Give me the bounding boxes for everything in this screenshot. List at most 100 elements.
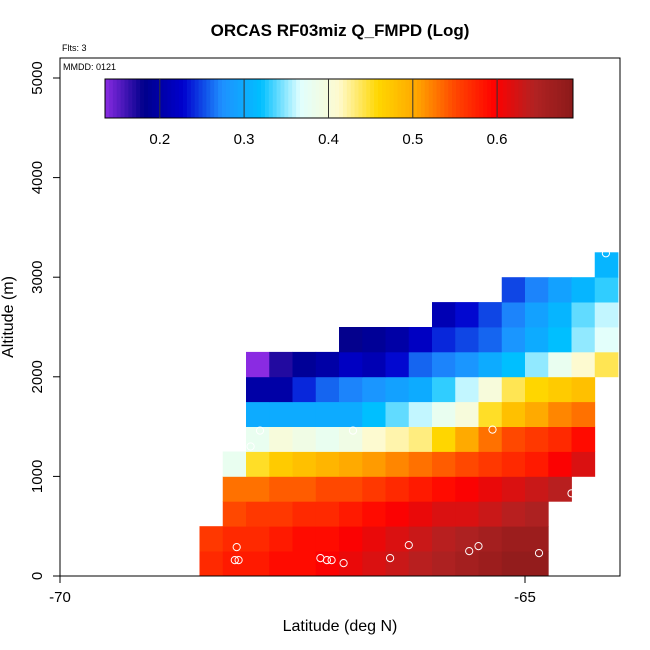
heatmap-cell bbox=[455, 551, 479, 577]
heatmap-cell bbox=[432, 376, 456, 403]
heatmap-cell bbox=[292, 501, 317, 527]
track-point bbox=[230, 556, 239, 565]
heatmap-cell bbox=[548, 302, 572, 328]
heatmap-cell bbox=[222, 451, 247, 477]
heatmap-cell bbox=[548, 376, 572, 403]
heatmap-cell bbox=[432, 327, 456, 353]
colorbar-segment bbox=[366, 79, 371, 118]
colorbar-segment bbox=[108, 79, 114, 118]
heatmap-cell bbox=[385, 401, 410, 427]
colorbar-segment bbox=[319, 79, 324, 118]
chart-title: ORCAS RF03miz Q_FMPD (Log) bbox=[211, 21, 470, 40]
heatmap-cell bbox=[362, 526, 386, 552]
colorbar-segment bbox=[561, 79, 566, 118]
track-point bbox=[348, 426, 358, 435]
colorbar-segment bbox=[288, 79, 293, 118]
heatmap-cell bbox=[478, 501, 503, 527]
heatmap-cell bbox=[571, 302, 596, 328]
heatmap-cell bbox=[246, 426, 270, 452]
colorbar-segment bbox=[144, 79, 149, 118]
track-point bbox=[386, 554, 395, 563]
colorbar-segment bbox=[124, 79, 129, 118]
heatmap-cell bbox=[525, 327, 549, 353]
colorbar-segment bbox=[264, 79, 270, 118]
colorbar-segment bbox=[549, 79, 554, 118]
track-point bbox=[232, 543, 241, 552]
colorbar-segment bbox=[537, 79, 543, 118]
heatmap-cell bbox=[501, 351, 526, 378]
colorbar-segment bbox=[370, 79, 375, 118]
colorbar-segment bbox=[467, 79, 472, 118]
heatmap-cell bbox=[199, 551, 224, 577]
heatmap-cell bbox=[269, 426, 293, 452]
colorbar-segment bbox=[401, 79, 406, 118]
colorbar-segment bbox=[163, 79, 168, 118]
colorbar-segment bbox=[545, 79, 550, 118]
colorbar-segment bbox=[307, 79, 313, 118]
colorbar-segment bbox=[140, 79, 145, 118]
y-tick-label: 0 bbox=[29, 572, 46, 580]
colorbar-segment bbox=[292, 79, 297, 118]
heatmap-cell bbox=[315, 526, 340, 552]
heatmap-cell bbox=[339, 401, 363, 427]
heatmap-cell bbox=[292, 401, 317, 427]
heatmap-cell bbox=[548, 426, 572, 452]
colorbar-segment bbox=[397, 79, 402, 118]
heatmap-cell bbox=[455, 376, 479, 403]
heatmap-cell bbox=[571, 327, 596, 353]
heatmap-cell bbox=[315, 401, 340, 427]
heatmap-cell bbox=[385, 451, 410, 477]
heatmap-cell bbox=[548, 327, 572, 353]
colorbar-segment bbox=[296, 79, 301, 118]
colorbar-segment bbox=[190, 79, 196, 118]
heatmap-cell bbox=[362, 451, 386, 477]
heatmap-cell bbox=[339, 501, 363, 527]
colorbar-segment bbox=[167, 79, 172, 118]
colorbar-segment bbox=[272, 79, 277, 118]
heatmap-cell bbox=[432, 551, 456, 577]
colorbar-segment bbox=[222, 79, 227, 118]
heatmap-cell bbox=[525, 526, 549, 552]
colorbar-segment bbox=[120, 79, 125, 118]
heatmap-cell bbox=[362, 426, 386, 452]
heatmap-cell bbox=[432, 501, 456, 527]
flight-track-points bbox=[230, 249, 611, 568]
heatmap-cell bbox=[362, 376, 386, 403]
colorbar-segment bbox=[151, 79, 157, 118]
heatmap-cell bbox=[339, 476, 363, 502]
track-point bbox=[322, 556, 331, 565]
colorbar-segment bbox=[214, 79, 219, 118]
colorbar-segment bbox=[346, 79, 352, 118]
colorbar-segment bbox=[327, 79, 332, 118]
heatmap-cell bbox=[571, 376, 596, 403]
heatmap-cell bbox=[246, 451, 270, 477]
track-point bbox=[232, 349, 241, 358]
colorbar-segment bbox=[420, 79, 426, 118]
heatmap-cell bbox=[478, 451, 503, 477]
heatmap-cell bbox=[292, 351, 317, 378]
colorbar-segment bbox=[206, 79, 211, 118]
x-tick-label: -70 bbox=[49, 589, 71, 606]
heatmap-cell bbox=[315, 351, 340, 378]
heatmap-cell bbox=[408, 327, 433, 353]
colorbar-segment bbox=[518, 79, 523, 118]
heatmap-cell bbox=[455, 302, 479, 328]
track-point bbox=[255, 426, 265, 435]
colorbar-segment bbox=[339, 79, 344, 118]
heatmap-cell bbox=[385, 526, 410, 552]
colorbar-segment bbox=[342, 79, 348, 118]
date-annotation: MMDD: 0121 bbox=[63, 62, 116, 72]
colorbar-segment bbox=[456, 79, 461, 118]
colorbar-segment bbox=[436, 79, 441, 118]
heatmap-cell bbox=[501, 376, 526, 403]
heatmap-cell bbox=[501, 277, 526, 303]
x-tick-label: -65 bbox=[514, 589, 536, 606]
heatmap-cell bbox=[339, 351, 363, 378]
heatmap-cell bbox=[501, 302, 526, 328]
heatmap-cell bbox=[222, 501, 247, 527]
heatmap-cell bbox=[478, 376, 503, 403]
heatmap-cell bbox=[501, 426, 526, 452]
colorbar-tick-label: 0.4 bbox=[318, 131, 339, 148]
colorbar-segment bbox=[463, 79, 469, 118]
heatmap-cell bbox=[269, 376, 293, 403]
